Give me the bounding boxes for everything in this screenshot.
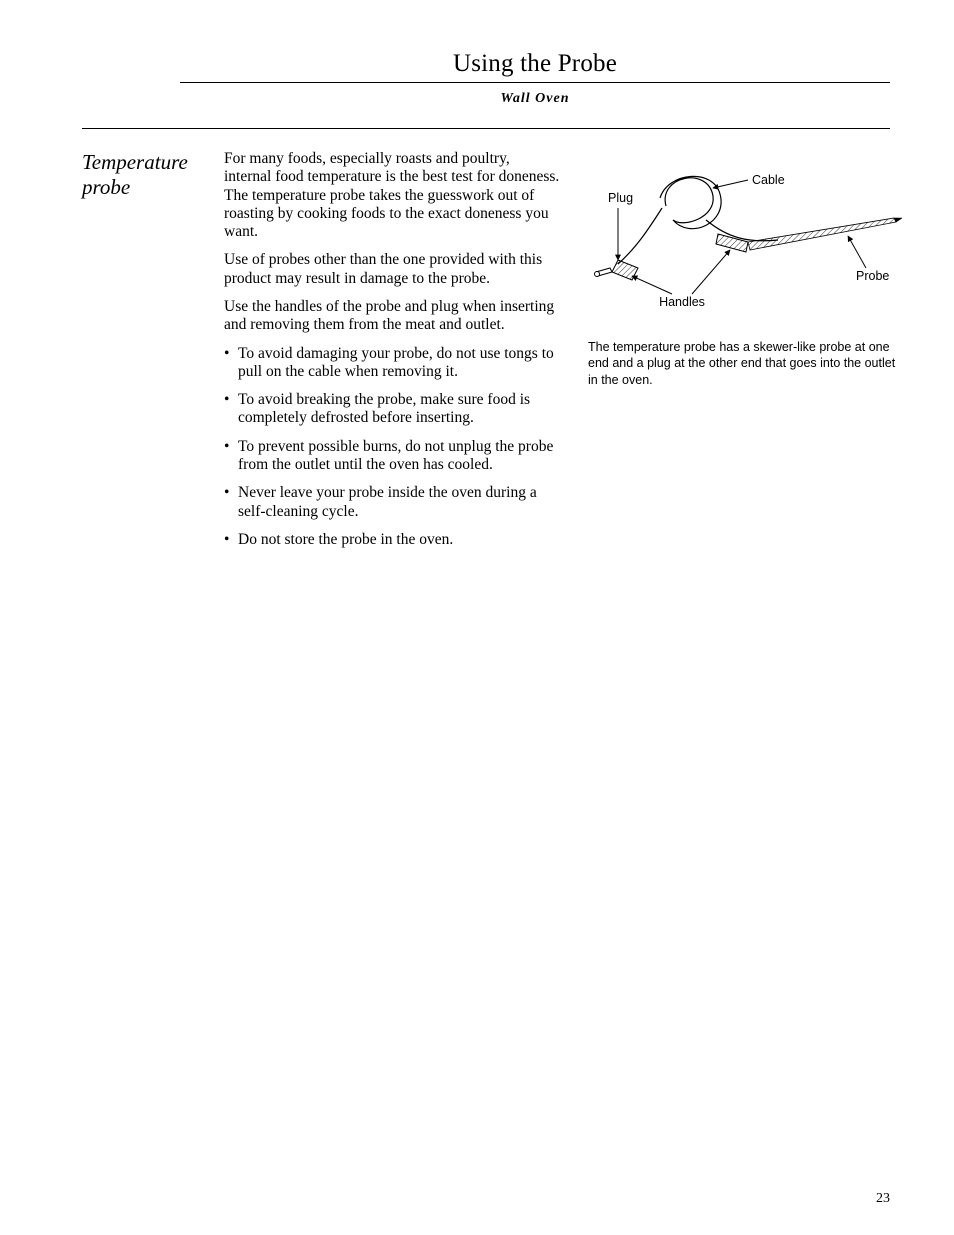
page-subtitle: Wall Oven: [180, 91, 890, 107]
diagram-label-plug: Plug: [608, 191, 633, 205]
list-item: To avoid breaking the probe, make sure f…: [224, 391, 560, 428]
page-title: Using the Probe: [180, 50, 890, 78]
body-column: For many foods, especially roasts and po…: [224, 150, 560, 559]
diagram-label-cable: Cable: [752, 173, 785, 187]
page-number: 23: [876, 1191, 890, 1207]
figure-caption: The temperature probe has a skewer-like …: [588, 339, 902, 388]
list-item: To prevent possible burns, do not unplug…: [224, 438, 560, 475]
list-item: Do not store the probe in the oven.: [224, 531, 560, 549]
bullet-list: To avoid damaging your probe, do not use…: [224, 345, 560, 550]
paragraph: For many foods, especially roasts and po…: [224, 150, 560, 241]
paragraph: Use the handles of the probe and plug wh…: [224, 298, 560, 335]
paragraph: Use of probes other than the one provide…: [224, 251, 560, 288]
list-item: Never leave your probe inside the oven d…: [224, 484, 560, 521]
page: Using the Probe Wall Oven Temperature pr…: [0, 0, 954, 1235]
section-rule: [82, 128, 890, 129]
page-header: Using the Probe Wall Oven: [180, 50, 890, 107]
list-item: To avoid damaging your probe, do not use…: [224, 345, 560, 382]
diagram-label-handles: Handles: [659, 295, 705, 309]
probe-diagram: Plug Cable Handles Probe: [588, 168, 902, 328]
section-rule-wrap: [82, 128, 890, 129]
section-side-heading: Temperature probe: [82, 150, 224, 559]
title-rule: [180, 82, 890, 83]
diagram-label-probe: Probe: [856, 269, 889, 283]
figure-column: Plug Cable Handles Probe The temperature…: [560, 150, 902, 559]
content-row: Temperature probe For many foods, especi…: [82, 150, 890, 559]
